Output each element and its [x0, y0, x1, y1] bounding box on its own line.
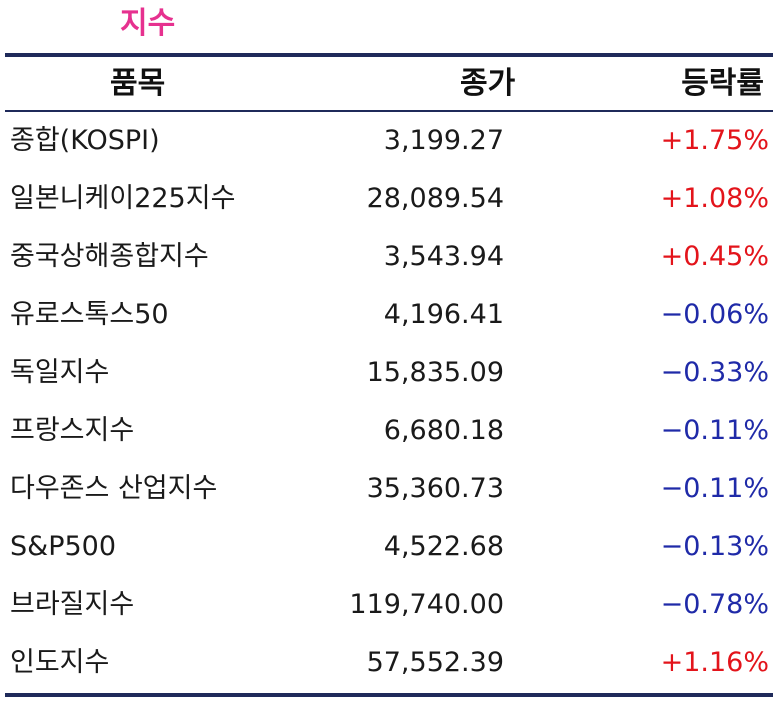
table-row: 독일지수 15,835.09 −0.33%: [5, 344, 773, 402]
table-row: 인도지수 57,552.39 +1.16%: [5, 634, 773, 692]
row-close: 4,522.68: [383, 531, 504, 562]
row-change: −0.06%: [660, 299, 769, 330]
row-change: +1.08%: [660, 183, 769, 214]
table-body: 종합(KOSPI) 3,199.27 +1.75% 일본니케이225지수 28,…: [5, 112, 773, 692]
row-change: −0.78%: [660, 589, 769, 620]
table-row: 프랑스지수 6,680.18 −0.11%: [5, 402, 773, 460]
row-close: 3,199.27: [383, 125, 504, 156]
row-name: 독일지수: [10, 357, 110, 388]
table-bottom-rule: [5, 693, 773, 697]
row-change: +0.45%: [660, 241, 769, 272]
row-change: −0.11%: [660, 415, 769, 446]
row-name: 프랑스지수: [10, 415, 135, 446]
row-name: 중국상해종합지수: [10, 241, 209, 272]
row-name: 종합(KOSPI): [10, 125, 160, 156]
row-close: 119,740.00: [349, 589, 504, 620]
header-change: 등락률: [681, 66, 764, 101]
row-close: 6,680.18: [383, 415, 504, 446]
row-name: S&P500: [10, 531, 117, 562]
table-row: 다우존스 산업지수 35,360.73 −0.11%: [5, 460, 773, 518]
row-change: +1.16%: [660, 647, 769, 678]
row-change: +1.75%: [660, 125, 769, 156]
table-header: 품목 종가 등락률: [5, 57, 773, 112]
table-row: 종합(KOSPI) 3,199.27 +1.75%: [5, 112, 773, 170]
table-row: 일본니케이225지수 28,089.54 +1.08%: [5, 170, 773, 228]
page-title: 지수: [120, 6, 176, 41]
header-close: 종가: [460, 66, 516, 101]
header-item: 품목: [110, 66, 166, 101]
row-close: 35,360.73: [366, 473, 504, 504]
table-row: S&P500 4,522.68 −0.13%: [5, 518, 773, 576]
row-change: −0.11%: [660, 473, 769, 504]
row-name: 다우존스 산업지수: [10, 473, 218, 504]
row-close: 15,835.09: [366, 357, 504, 388]
row-change: −0.33%: [660, 357, 769, 388]
table-row: 중국상해종합지수 3,543.94 +0.45%: [5, 228, 773, 286]
row-close: 3,543.94: [383, 241, 504, 272]
row-name: 브라질지수: [10, 589, 135, 620]
table-row: 브라질지수 119,740.00 −0.78%: [5, 576, 773, 634]
table-row: 유로스톡스50 4,196.41 −0.06%: [5, 286, 773, 344]
row-close: 4,196.41: [383, 299, 504, 330]
row-name: 인도지수: [10, 647, 110, 678]
row-change: −0.13%: [660, 531, 769, 562]
table-top-rule: [5, 53, 773, 57]
row-close: 57,552.39: [366, 647, 504, 678]
row-name: 유로스톡스50: [10, 299, 169, 330]
row-name: 일본니케이225지수: [10, 183, 236, 214]
row-close: 28,089.54: [366, 183, 504, 214]
